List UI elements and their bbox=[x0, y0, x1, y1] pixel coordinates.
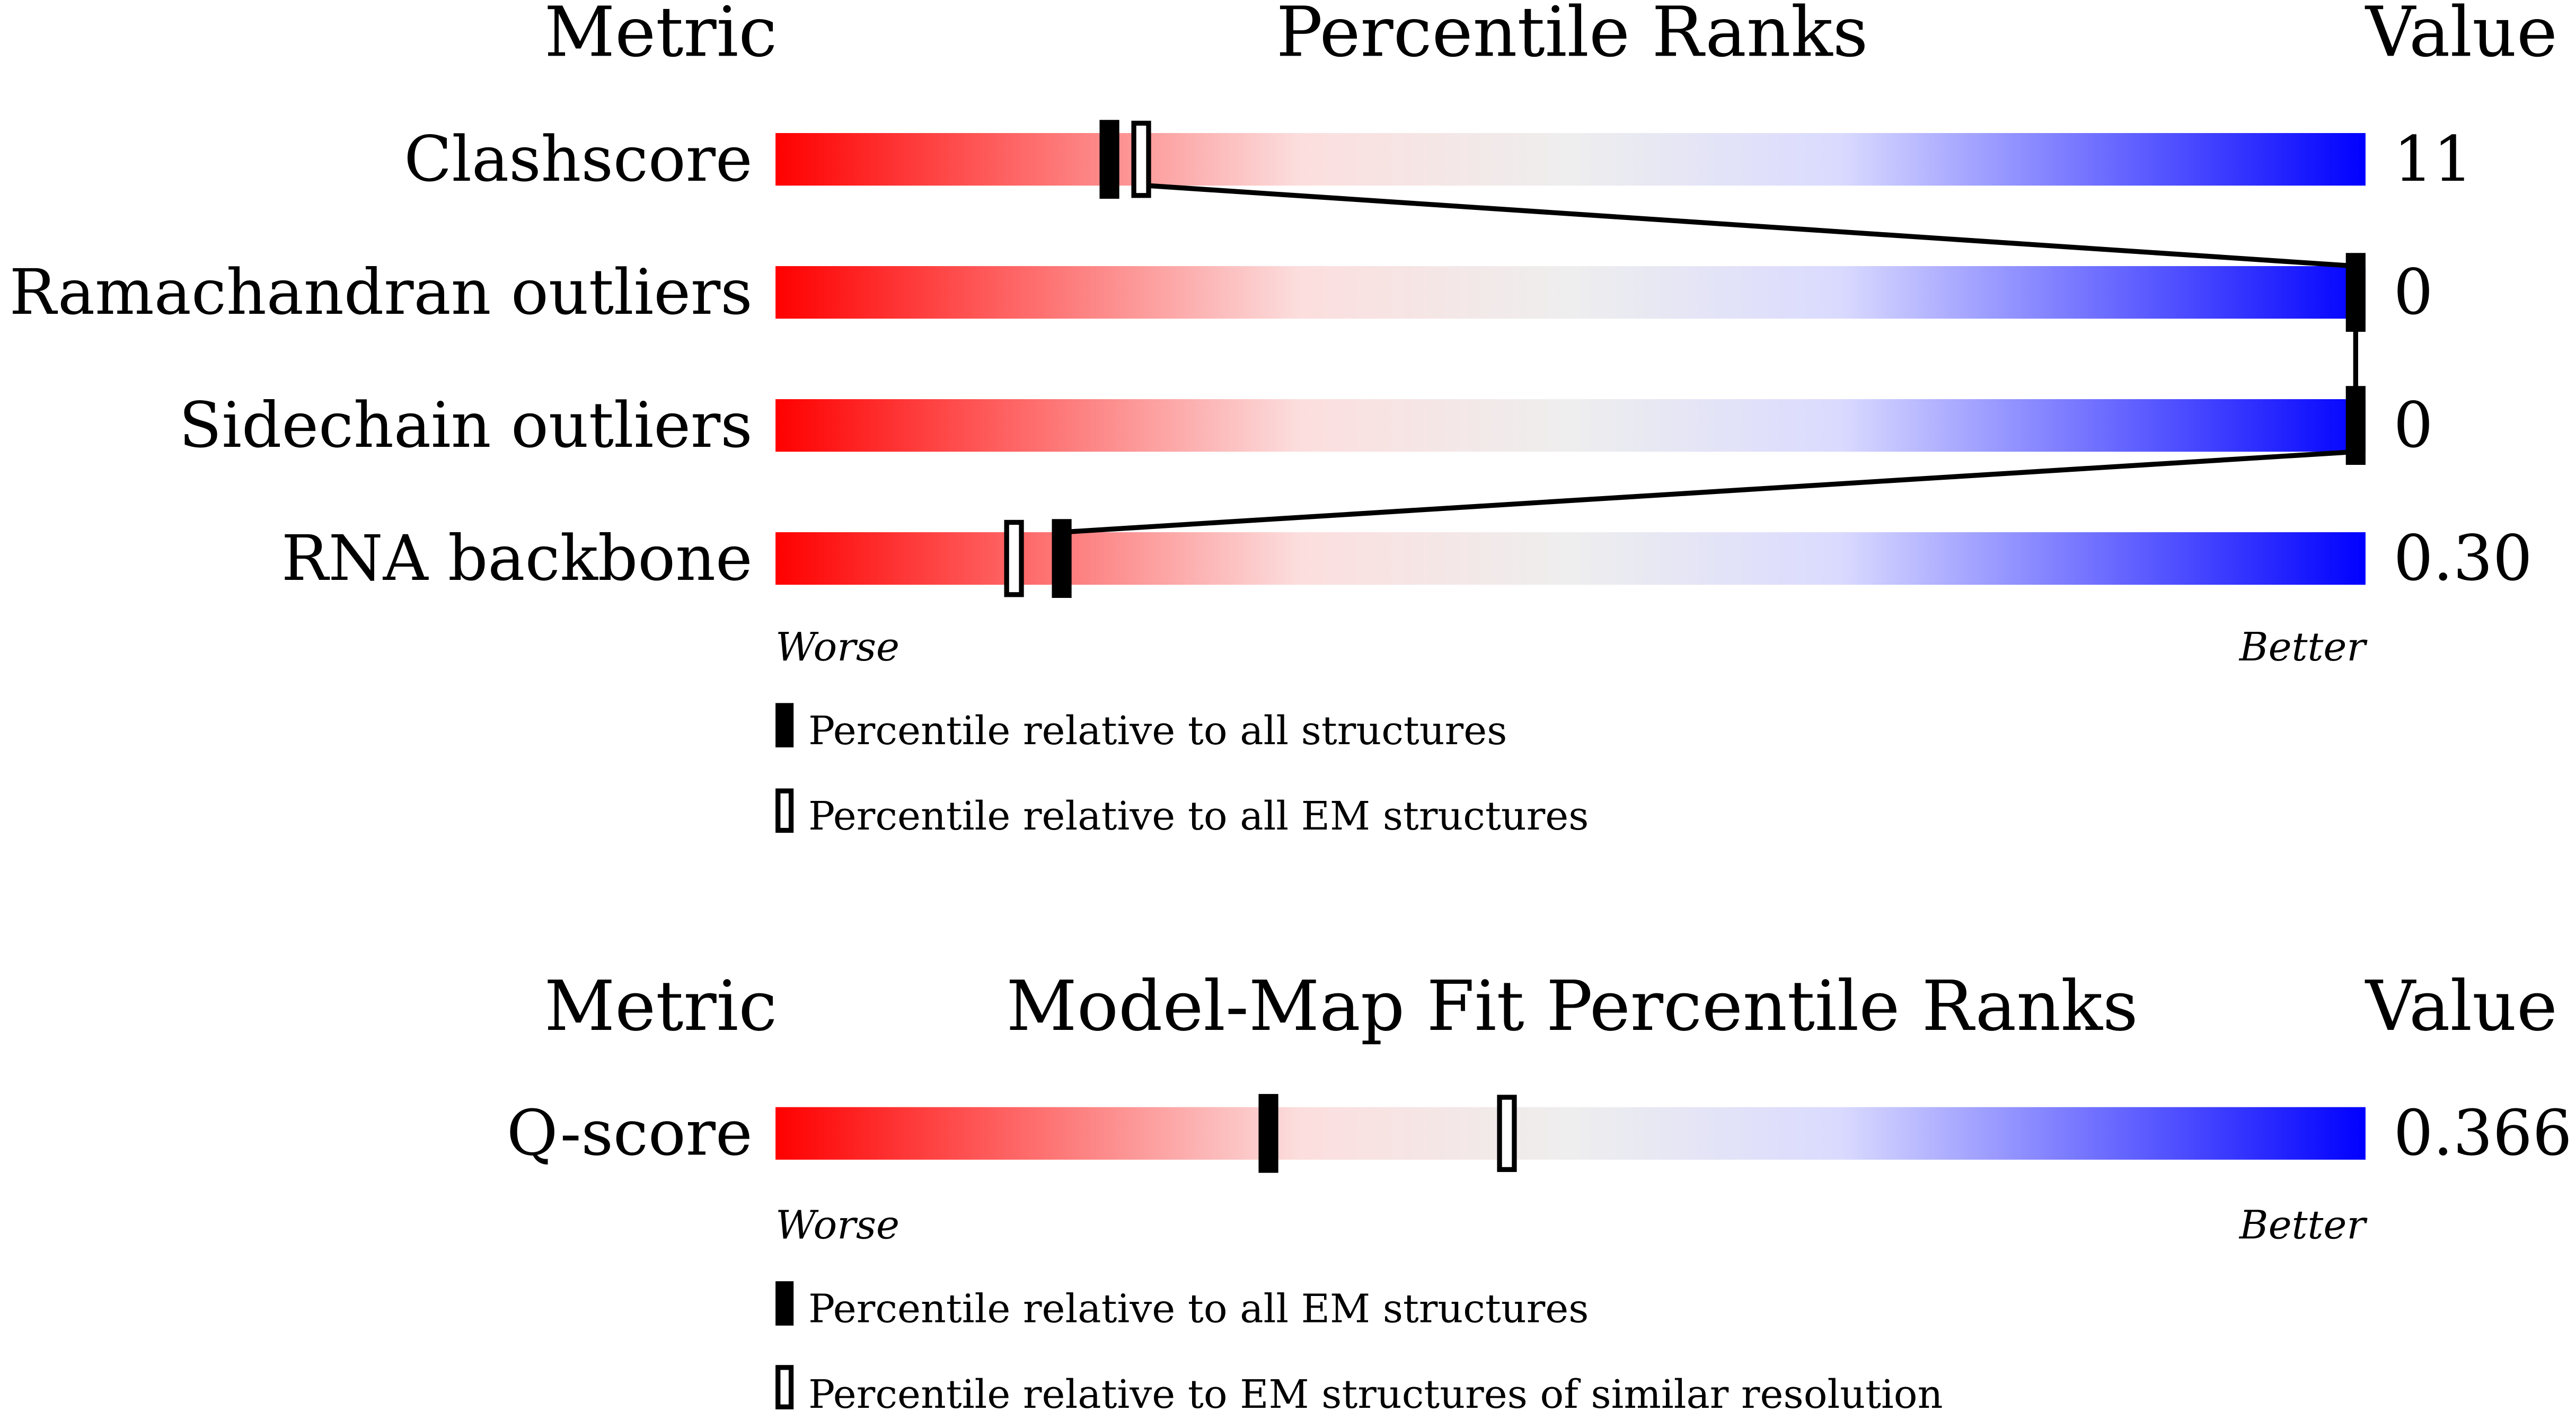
metric-label: Clashscore bbox=[404, 123, 752, 196]
metric-label: Sidechain outliers bbox=[179, 389, 753, 462]
open-percentile-marker bbox=[1131, 120, 1151, 198]
percentile-bar bbox=[775, 133, 2366, 186]
chart-title: Percentile Ranks bbox=[1276, 0, 1868, 72]
metric-label: Q-score bbox=[507, 1097, 753, 1170]
better-label: Better bbox=[2238, 1202, 2368, 1248]
filled-percentile-marker bbox=[1258, 1093, 1278, 1173]
metric-label: Ramachandran outliers bbox=[10, 256, 753, 329]
geometry-panel: Metric Percentile Ranks Value Worse Bett… bbox=[10, 0, 2557, 839]
value-header: Value bbox=[2365, 0, 2557, 72]
fit-panel: Metric Model-Map Fit Percentile Ranks Va… bbox=[507, 966, 2572, 1411]
percentile-bar bbox=[775, 532, 2366, 585]
metric-row: Sidechain outliers 0 bbox=[179, 386, 2433, 465]
metric-row: RNA backbone 0.30 bbox=[281, 519, 2533, 598]
metric-row: Q-score 0.366 bbox=[507, 1093, 2572, 1173]
worse-label: Worse bbox=[775, 1202, 899, 1248]
metric-value: 11 bbox=[2394, 123, 2473, 196]
worse-label: Worse bbox=[775, 624, 899, 670]
metric-value: 0 bbox=[2394, 389, 2433, 462]
open-percentile-marker bbox=[1497, 1095, 1517, 1172]
legend-filled-marker bbox=[775, 1281, 794, 1326]
metric-value: 0.366 bbox=[2394, 1097, 2572, 1170]
metric-header: Metric bbox=[544, 966, 777, 1046]
legend-open-label: Percentile relative to EM structures of … bbox=[808, 1371, 1943, 1411]
metric-label: RNA backbone bbox=[281, 522, 753, 595]
chart-title: Model-Map Fit Percentile Ranks bbox=[1006, 966, 2138, 1046]
metric-row: Ramachandran outliers 0 bbox=[10, 253, 2433, 332]
open-percentile-marker bbox=[1004, 519, 1024, 597]
connector-line bbox=[1061, 449, 2356, 535]
metric-header: Metric bbox=[544, 0, 777, 72]
percentile-bar bbox=[775, 266, 2366, 319]
better-label: Better bbox=[2238, 624, 2368, 670]
legend-filled-label: Percentile relative to all EM structures bbox=[808, 1286, 1589, 1332]
metric-value: 0 bbox=[2394, 256, 2433, 329]
legend-open-marker bbox=[775, 1365, 794, 1409]
percentile-bar bbox=[775, 399, 2366, 452]
metric-row: Clashscore 11 bbox=[404, 120, 2473, 199]
filled-percentile-marker bbox=[1099, 120, 1119, 199]
connector-line bbox=[1148, 183, 2356, 269]
legend-filled-marker bbox=[775, 703, 794, 748]
legend-filled-label: Percentile relative to all structures bbox=[808, 708, 1507, 754]
metric-value: 0.30 bbox=[2394, 522, 2533, 595]
value-header: Value bbox=[2365, 966, 2557, 1046]
percentile-bar bbox=[775, 1107, 2366, 1160]
legend-open-marker bbox=[775, 788, 794, 833]
legend-open-label: Percentile relative to all EM structures bbox=[808, 793, 1589, 839]
